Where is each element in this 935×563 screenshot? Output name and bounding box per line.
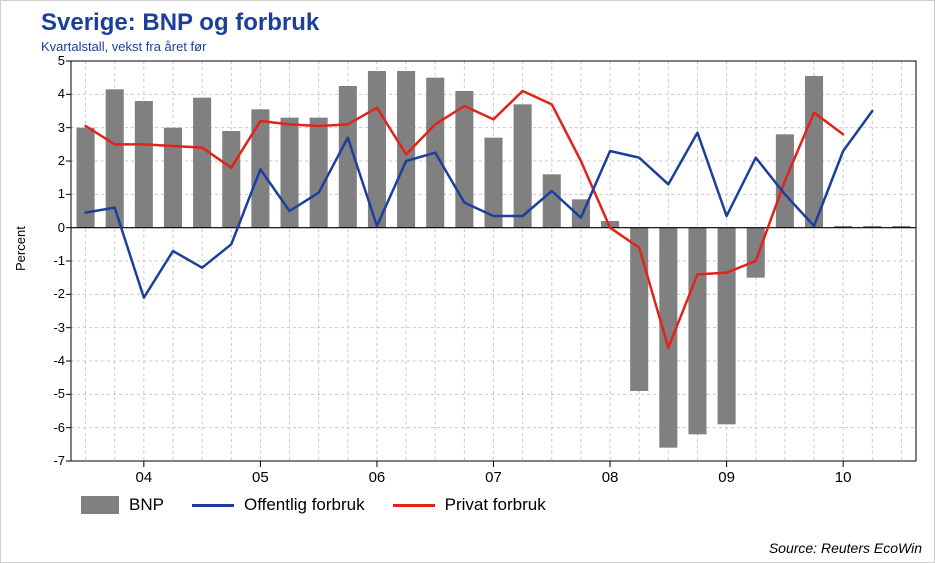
x-tick-label: 06 xyxy=(369,469,386,486)
y-tick-label: 0 xyxy=(35,220,65,235)
x-tick-label: 04 xyxy=(136,469,153,486)
legend: BNP Offentlig forbruk Privat forbruk xyxy=(81,495,546,515)
x-tick-label: 05 xyxy=(252,469,269,486)
x-tick-label: 10 xyxy=(835,469,852,486)
y-tick-label: 3 xyxy=(35,120,65,135)
x-tick-label: 07 xyxy=(485,469,502,486)
legend-item: Privat forbruk xyxy=(393,495,546,515)
legend-label: Offentlig forbruk xyxy=(244,495,365,515)
y-tick-label: -4 xyxy=(35,353,65,368)
legend-swatch-bar xyxy=(81,496,119,514)
y-tick-label: -7 xyxy=(35,453,65,468)
y-tick-label: 4 xyxy=(35,86,65,101)
legend-swatch-line xyxy=(192,504,234,507)
legend-label: BNP xyxy=(129,495,164,515)
y-tick-label: 5 xyxy=(35,53,65,68)
y-tick-label: -1 xyxy=(35,253,65,268)
legend-item: BNP xyxy=(81,495,164,515)
y-tick-label: -6 xyxy=(35,420,65,435)
y-tick-label: 1 xyxy=(35,186,65,201)
y-tick-label: -5 xyxy=(35,386,65,401)
legend-swatch-line xyxy=(393,504,435,507)
source-attribution: Source: Reuters EcoWin xyxy=(769,540,922,556)
y-tick-label: -3 xyxy=(35,320,65,335)
y-tick-label: 2 xyxy=(35,153,65,168)
x-tick-label: 09 xyxy=(718,469,735,486)
legend-label: Privat forbruk xyxy=(445,495,546,515)
y-tick-label: -2 xyxy=(35,286,65,301)
x-tick-label: 08 xyxy=(602,469,619,486)
legend-item: Offentlig forbruk xyxy=(192,495,365,515)
chart-frame: Sverige: BNP og forbruk Kvartalstall, ve… xyxy=(0,0,935,563)
